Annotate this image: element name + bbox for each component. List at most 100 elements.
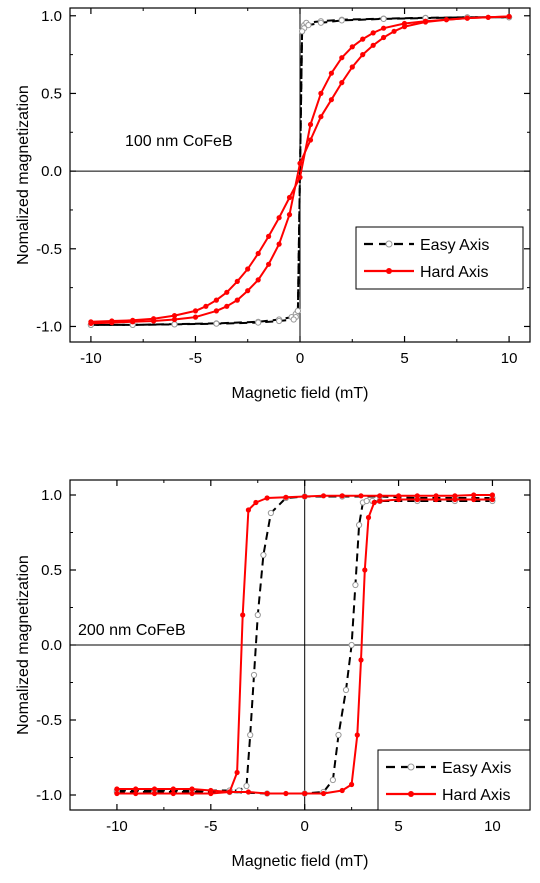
data-point xyxy=(360,36,366,42)
data-point xyxy=(391,28,397,34)
data-point xyxy=(358,493,364,499)
data-point xyxy=(370,42,376,48)
data-point xyxy=(151,786,158,792)
data-point xyxy=(489,492,495,498)
data-point xyxy=(234,278,240,284)
data-point xyxy=(286,194,293,201)
legend: Easy Axis Hard Axis xyxy=(377,749,531,811)
data-point xyxy=(471,496,477,503)
legend-label: Easy Axis xyxy=(442,760,511,777)
data-point xyxy=(297,160,303,166)
x-axis-title: Magnetic field (mT) xyxy=(232,385,369,402)
series-line-branch-1 xyxy=(90,16,510,326)
y-tick-label: -0.5 xyxy=(36,241,62,258)
data-point xyxy=(363,497,370,505)
data-point xyxy=(489,496,495,503)
data-point xyxy=(433,493,439,499)
y-axis-title: Nomalized magnetization xyxy=(15,555,32,735)
data-point xyxy=(377,493,383,499)
x-tick-label: -5 xyxy=(204,818,217,835)
data-point xyxy=(302,790,308,797)
data-point xyxy=(422,19,429,25)
data-point xyxy=(452,496,458,503)
data-point xyxy=(356,521,363,529)
x-tick-label: -10 xyxy=(80,350,102,367)
data-point xyxy=(318,114,324,120)
chart-panel-1: -10 -5 0 5 10 -1.0 -0.5 0.0 0.5 1.0 Magnetic field… xyxy=(15,7,531,402)
legend: Easy Axis Hard Axis xyxy=(355,226,524,290)
data-point xyxy=(192,314,199,320)
data-point xyxy=(362,567,368,573)
data-point xyxy=(471,492,477,498)
data-point xyxy=(109,320,115,326)
data-point xyxy=(224,303,230,309)
y-tick-label: 1.0 xyxy=(41,487,62,504)
data-point xyxy=(352,581,359,589)
data-point xyxy=(213,297,219,303)
data-point xyxy=(192,308,199,314)
data-point xyxy=(243,782,250,790)
data-point xyxy=(171,321,178,328)
data-point xyxy=(354,732,360,738)
data-point xyxy=(250,671,258,679)
data-point xyxy=(240,612,246,618)
data-point xyxy=(208,790,214,797)
data-point xyxy=(276,317,283,325)
data-point xyxy=(381,34,387,41)
sample-annotation: 100 nm CoFeB xyxy=(125,133,233,150)
data-point xyxy=(339,787,345,794)
data-point xyxy=(305,22,312,29)
data-point xyxy=(203,303,209,309)
data-point xyxy=(320,790,327,797)
chart-panel-2: -10 -5 0 5 10 -1.0 -0.5 0.0 0.5 1.0 Magnetic field… xyxy=(15,479,531,870)
y-tick-label: -1.0 xyxy=(36,787,62,804)
data-point xyxy=(371,499,377,506)
data-point xyxy=(339,55,345,61)
data-point xyxy=(401,24,408,30)
data-point xyxy=(171,316,178,323)
data-point xyxy=(224,289,230,295)
data-point xyxy=(151,318,157,324)
x-axis-title: Magnetic field (mT) xyxy=(232,853,369,870)
data-point xyxy=(88,320,94,326)
data-point xyxy=(294,307,301,314)
data-point xyxy=(151,790,158,797)
data-point xyxy=(348,641,355,649)
x-tick-label: 5 xyxy=(394,818,402,835)
data-point xyxy=(335,731,342,739)
series-line-branch-2 xyxy=(90,16,510,326)
data-point xyxy=(381,25,387,31)
data-point xyxy=(433,496,439,503)
data-point xyxy=(255,319,262,326)
legend-box xyxy=(355,226,524,290)
data-point xyxy=(396,496,402,503)
series-easy-axis xyxy=(87,14,513,328)
legend-box xyxy=(377,749,531,811)
data-point xyxy=(320,493,327,499)
data-point xyxy=(297,174,303,180)
data-point xyxy=(328,97,334,103)
x-tick-label: -5 xyxy=(189,350,202,367)
x-tick-label: 10 xyxy=(501,350,518,367)
data-point xyxy=(302,493,308,500)
data-point xyxy=(189,786,195,792)
data-point xyxy=(464,15,470,21)
data-point xyxy=(317,19,324,26)
data-point xyxy=(130,319,136,325)
data-point xyxy=(234,769,240,776)
data-point xyxy=(506,13,512,20)
series-line-branch-2 xyxy=(90,15,510,325)
legend-label: Easy Axis xyxy=(420,237,489,254)
data-point xyxy=(133,786,139,792)
data-point xyxy=(213,308,219,314)
y-tick-label: 0.0 xyxy=(41,637,62,654)
data-point xyxy=(227,789,233,795)
data-point xyxy=(245,507,251,513)
data-point xyxy=(170,790,176,797)
legend-swatch-marker xyxy=(385,240,393,248)
data-point xyxy=(114,786,120,792)
data-point xyxy=(255,277,261,283)
legend-swatch-marker xyxy=(407,763,415,771)
